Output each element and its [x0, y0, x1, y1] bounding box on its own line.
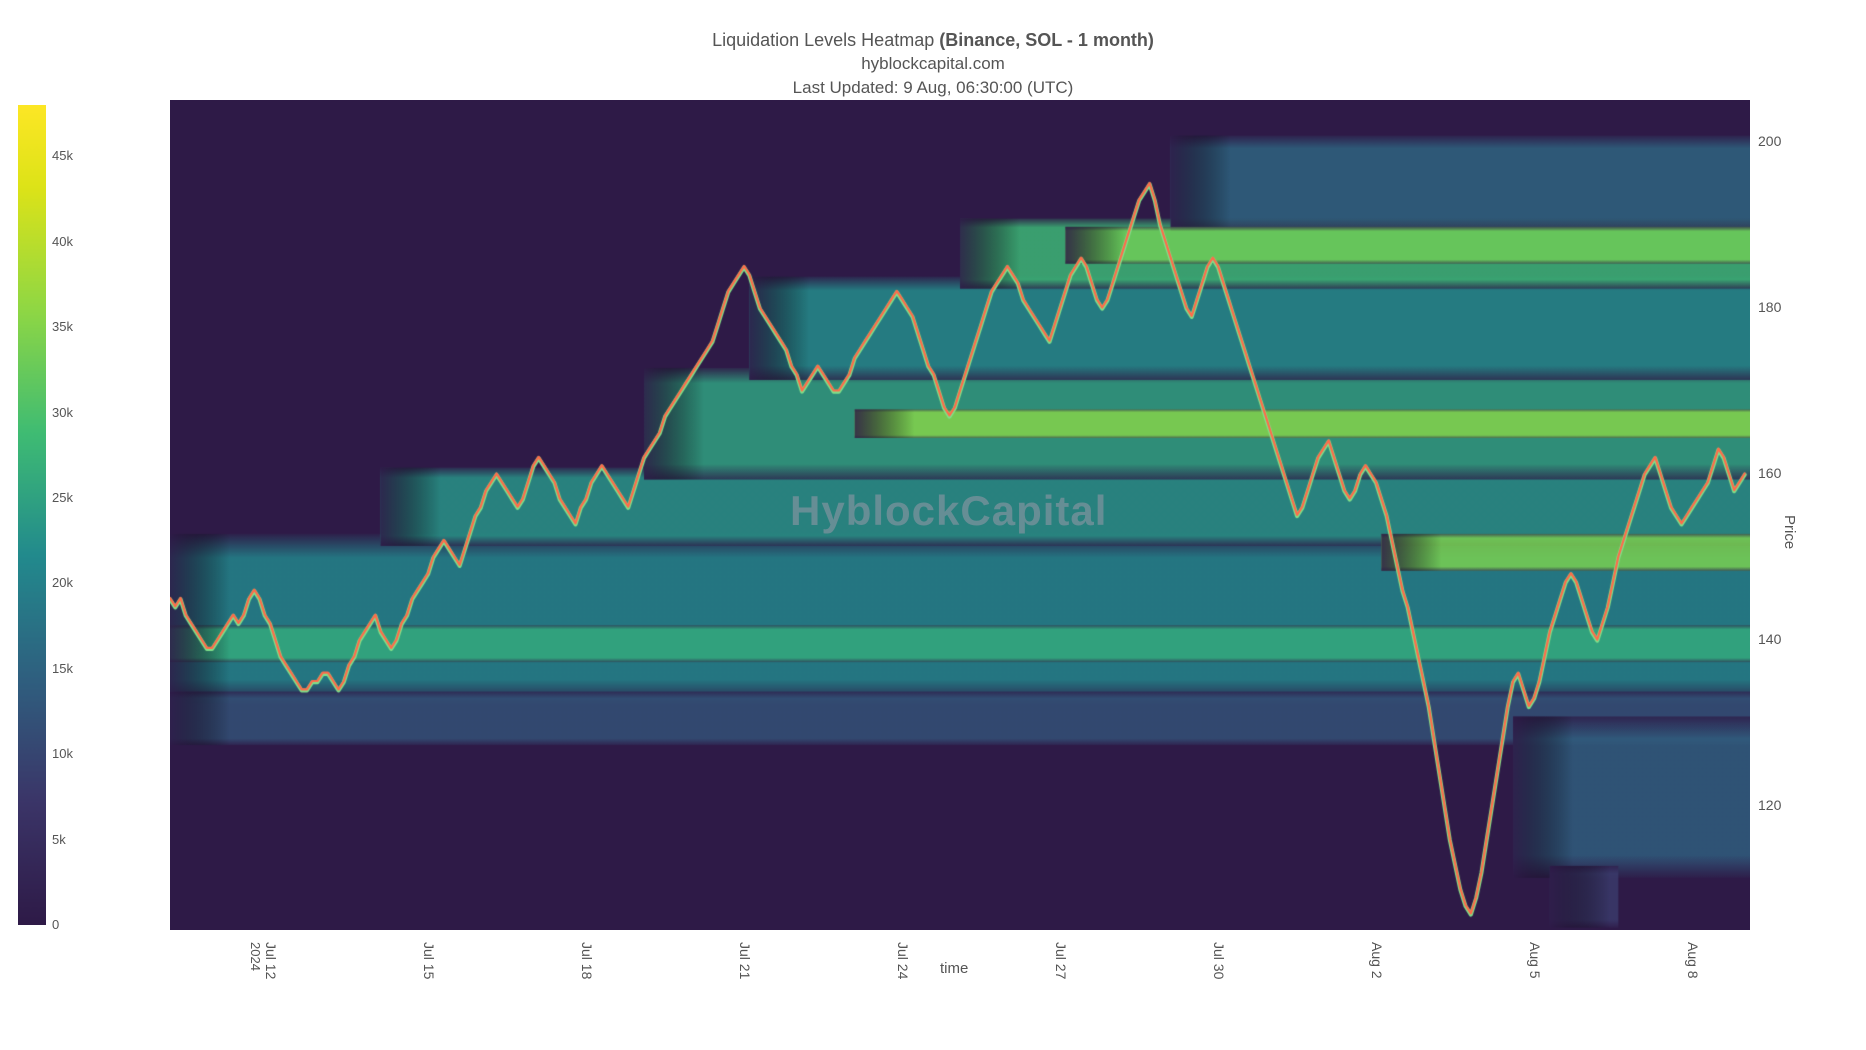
- x-tick: Jul 21: [737, 942, 753, 979]
- x-tick: Jul 18: [579, 942, 595, 979]
- x-tick: Aug 8: [1685, 942, 1701, 979]
- x-axis-label: time: [940, 960, 968, 977]
- x-tick: Jul 30: [1211, 942, 1227, 979]
- colorbar-tick: 35k: [52, 319, 73, 334]
- y-tick: 200: [1758, 133, 1781, 149]
- y-axis-label: Price: [1781, 515, 1798, 549]
- chart-title: Liquidation Levels Heatmap (Binance, SOL…: [0, 30, 1866, 51]
- colorbar-tick: 40k: [52, 234, 73, 249]
- colorbar-tick: 5k: [52, 832, 66, 847]
- colorbar: [18, 105, 46, 925]
- chart-subtitle-1: hyblockcapital.com: [0, 54, 1866, 74]
- y-tick: 120: [1758, 797, 1781, 813]
- colorbar-tick: 0: [52, 917, 59, 932]
- y-tick: 180: [1758, 299, 1781, 315]
- x-tick: Aug 2: [1369, 942, 1385, 979]
- title-prefix: Liquidation Levels Heatmap: [712, 30, 939, 50]
- x-tick: Aug 5: [1527, 942, 1543, 979]
- x-tick: Jul 122024: [248, 942, 279, 979]
- colorbar-tick: 20k: [52, 575, 73, 590]
- colorbar-tick: 30k: [52, 405, 73, 420]
- x-tick: Jul 24: [895, 942, 911, 979]
- colorbar-tick: 15k: [52, 661, 73, 676]
- y-tick: 140: [1758, 631, 1781, 647]
- colorbar-tick: 25k: [52, 490, 73, 505]
- x-tick: Jul 27: [1053, 942, 1069, 979]
- colorbar-tick: 10k: [52, 746, 73, 761]
- y-tick: 160: [1758, 465, 1781, 481]
- chart-subtitle-2: Last Updated: 9 Aug, 06:30:00 (UTC): [0, 78, 1866, 98]
- title-bold: (Binance, SOL - 1 month): [939, 30, 1154, 50]
- watermark-text: HyblockCapital: [790, 487, 1107, 535]
- chart-root: Liquidation Levels Heatmap (Binance, SOL…: [0, 0, 1866, 1050]
- x-tick: Jul 15: [421, 942, 437, 979]
- colorbar-tick: 45k: [52, 148, 73, 163]
